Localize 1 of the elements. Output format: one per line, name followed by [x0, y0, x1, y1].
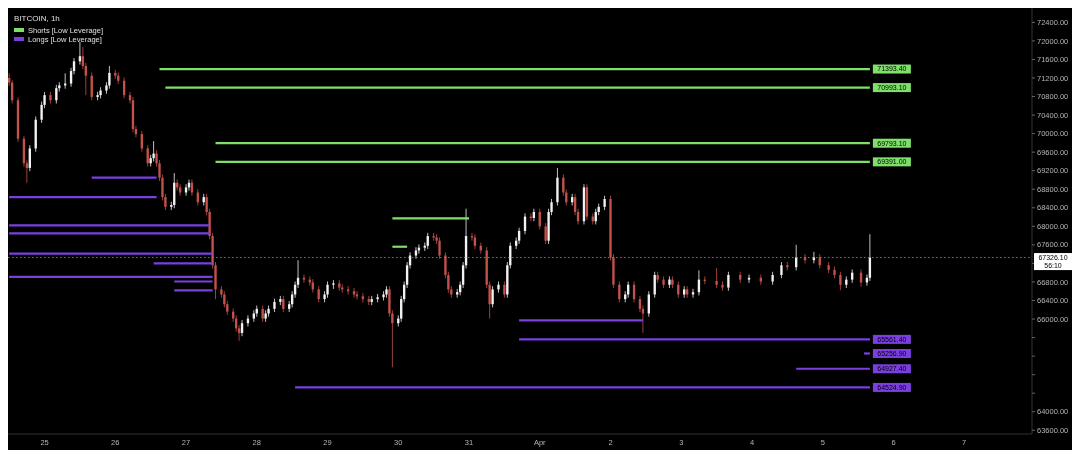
- text: BITCOIN, 1h: [14, 14, 60, 23]
